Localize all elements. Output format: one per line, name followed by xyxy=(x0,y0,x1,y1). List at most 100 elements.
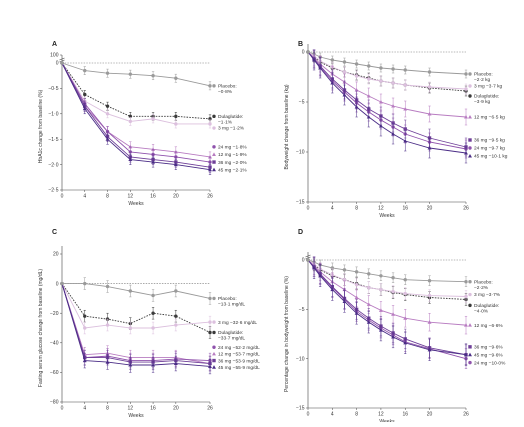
data-point xyxy=(391,334,396,339)
data-point xyxy=(83,68,87,73)
series-line-d36 xyxy=(61,62,211,168)
legend-label: −2·2 kg xyxy=(474,77,490,83)
legend-marker xyxy=(212,114,216,119)
x-tick-label: 20 xyxy=(427,412,433,418)
legend-label: −33·7 mg/dL xyxy=(218,336,245,342)
x-tick-label: 12 xyxy=(128,194,134,200)
legend-marker xyxy=(212,296,216,301)
data-point xyxy=(174,289,178,293)
series-line-placebo xyxy=(307,259,467,283)
x-tick-label: 4 xyxy=(83,194,86,200)
data-point xyxy=(105,112,110,116)
series-line-dulaglutide xyxy=(61,283,211,333)
x-tick-label: 0 xyxy=(307,206,310,212)
legend-marker xyxy=(212,145,216,149)
x-tick-label: 16 xyxy=(402,412,408,418)
data-point xyxy=(105,104,110,108)
legend-label: −2·2% xyxy=(474,285,489,291)
x-tick-label: 16 xyxy=(402,206,408,212)
legend-label: 3 mg −1·2% xyxy=(218,126,245,132)
data-point xyxy=(379,287,383,292)
y-tick-label: −40 xyxy=(50,341,59,347)
legend-entry-placebo: Placebo:−2·2 kg xyxy=(468,72,493,83)
legend-entry-dulaglutide: Dulaglutide:−4·0% xyxy=(468,303,499,315)
data-point xyxy=(391,103,396,108)
x-tick-label: 26 xyxy=(463,206,469,212)
data-point xyxy=(312,265,317,270)
data-point xyxy=(208,154,212,159)
data-point xyxy=(366,302,371,306)
legend-marker xyxy=(212,330,216,335)
series-placebo xyxy=(60,277,212,305)
axis-break xyxy=(59,57,65,61)
data-point xyxy=(391,312,396,316)
legend-entry-placebo: Placebo:−2·2% xyxy=(468,279,493,291)
data-point xyxy=(208,167,212,172)
data-point xyxy=(403,83,407,87)
legend-entry-d12: 12 mg −6·5 kg xyxy=(468,115,505,121)
legend-marker xyxy=(212,320,216,324)
data-point xyxy=(173,162,178,167)
series-d12 xyxy=(60,61,212,163)
y-tick-label: 0 xyxy=(56,61,59,67)
series-line-dulaglutide xyxy=(307,51,467,92)
y-tick-label: −20 xyxy=(50,311,59,317)
y-tick-label: −1·5 xyxy=(48,137,58,143)
y-axis-title: Fasting serum glucose change from baseli… xyxy=(38,269,44,387)
data-point xyxy=(151,117,155,121)
data-point xyxy=(151,326,155,330)
data-point xyxy=(391,289,395,294)
legend-label: −13·1 mg/dL xyxy=(218,302,245,308)
data-point xyxy=(151,311,155,315)
legend-entry-d12: 12 mg −1·9% xyxy=(212,152,247,158)
legend-marker xyxy=(468,94,472,98)
data-point xyxy=(427,70,432,74)
legend-marker xyxy=(468,114,472,119)
x-tick-label: 26 xyxy=(207,406,213,412)
legend-entry-d24: 24 mg −1·8% xyxy=(212,145,247,151)
y-tick-label: −10 xyxy=(296,150,305,156)
data-point xyxy=(464,150,468,155)
legend-label: Dulaglutide: xyxy=(474,303,499,309)
series-line-d45 xyxy=(307,259,467,356)
data-point xyxy=(128,144,133,149)
legend-entry-d3: 3 mg −3·7 kg xyxy=(468,84,502,90)
legend-entry-d36: 36 mg −9·6% xyxy=(468,345,503,351)
x-axis-title: Weeks xyxy=(128,201,144,207)
legend-entry-d36: 36 mg −53·9 mg/dL xyxy=(212,358,260,364)
legend-marker xyxy=(468,303,472,308)
data-point xyxy=(105,284,110,289)
data-point xyxy=(391,67,395,71)
legend-entry-d45: 45 mg −2·1% xyxy=(212,167,247,173)
x-tick-label: 8 xyxy=(106,406,109,412)
data-point xyxy=(342,70,347,74)
data-point xyxy=(403,138,408,143)
data-point xyxy=(128,326,133,330)
legend-label: 24 mg −10·0% xyxy=(474,360,506,366)
data-point xyxy=(427,145,432,150)
data-point xyxy=(128,289,133,293)
legend-entry-placebo: Placebo:−13·1 mg/dL xyxy=(212,296,245,308)
x-tick-label: 20 xyxy=(173,194,179,200)
legend-marker xyxy=(468,292,472,297)
legend-entry-d24: 24 mg −9·7 kg xyxy=(468,146,505,152)
y-axis-title: Percentage change in bodyweight from bas… xyxy=(284,276,290,392)
data-point xyxy=(379,79,383,83)
y-tick-label: 20 xyxy=(53,252,59,258)
x-tick-label: 0 xyxy=(61,406,64,412)
x-tick-label: 12 xyxy=(128,406,134,412)
series-d45 xyxy=(306,49,468,164)
series-d45 xyxy=(60,61,212,176)
data-point xyxy=(427,85,432,89)
panel-letter-d: D xyxy=(298,229,303,236)
legend-entry-d45: 45 mg −55·9 mg/dL xyxy=(212,365,260,371)
y-tick-label: −60 xyxy=(50,370,59,376)
y-axis-title: HbA1c change from baseline (%) xyxy=(38,89,44,163)
y-tick-label: −5 xyxy=(299,100,305,106)
legend-label: 3 mg −3·7% xyxy=(474,292,501,298)
data-point xyxy=(306,258,310,262)
legend-label: 45 mg −2·1% xyxy=(218,167,247,173)
x-tick-label: 20 xyxy=(173,406,179,412)
data-point xyxy=(464,294,468,299)
